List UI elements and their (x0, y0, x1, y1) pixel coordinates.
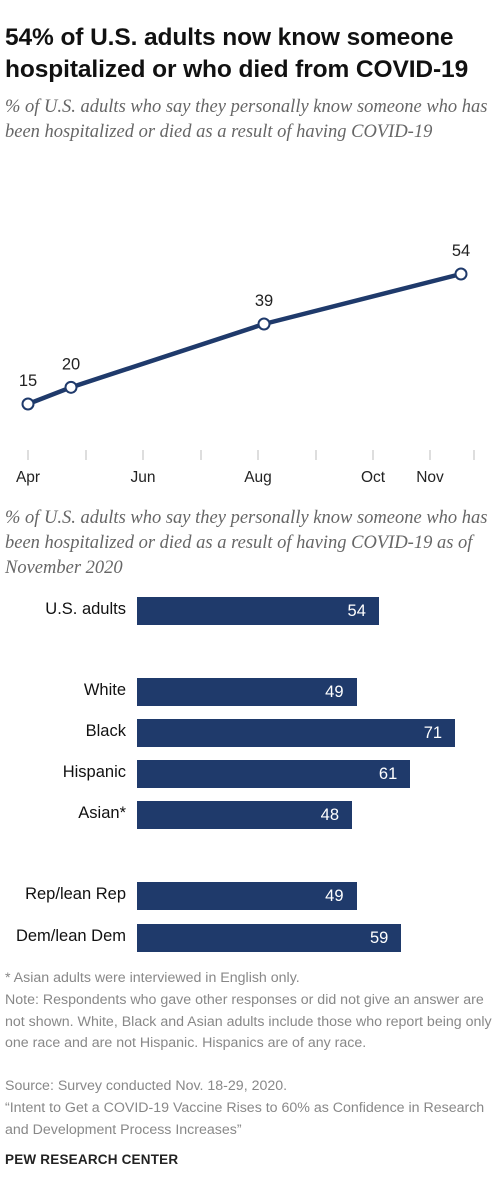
footnote: * Asian adults were interviewed in Engli… (5, 970, 300, 986)
bar: 49 (137, 882, 357, 910)
bar-row: Black 71 (0, 719, 499, 747)
bar: 59 (137, 924, 402, 952)
data-label: 39 (255, 292, 273, 310)
x-tick-label-apr: Apr (16, 469, 40, 486)
bar: 71 (137, 719, 456, 747)
source: Source: Survey conducted Nov. 18-29, 202… (5, 1078, 288, 1094)
x-tick-label-jun: Jun (131, 469, 156, 486)
chart-title: 54% of U.S. adults now know someone hosp… (5, 24, 469, 83)
bar-category-label: Hispanic (62, 763, 126, 781)
line-chart-subtitle: % of U.S. adults who say they personally… (5, 97, 488, 142)
bar-category-label: U.S. adults (45, 600, 126, 618)
bar-chart-subtitle: % of U.S. adults who say they personally… (5, 508, 488, 578)
brand-name: PEW RESEARCH CENTER (5, 1152, 179, 1167)
bar-value-label: 49 (325, 683, 344, 701)
data-point (64, 380, 78, 394)
bar-value-label: 71 (423, 724, 443, 742)
bar-category-label: White (83, 681, 126, 699)
data-point (257, 317, 271, 331)
bar-value-label: 61 (378, 765, 398, 783)
bar-row: Asian* 48 (0, 801, 499, 829)
series-line (25, 271, 464, 407)
bar-value-label: 48 (320, 806, 340, 824)
bar: 49 (137, 678, 357, 706)
bar: 54 (137, 597, 379, 625)
bar-row: Rep/lean Rep 49 (0, 882, 499, 910)
x-tick-label-oct: Oct (361, 469, 386, 486)
bar-category-label: Rep/lean Rep (25, 885, 126, 903)
bar: 61 (137, 760, 411, 788)
bar-row: U.S. adults 54 (0, 597, 499, 625)
data-point (21, 397, 35, 411)
bar-row: White 49 (0, 678, 499, 706)
report-title: “Intent to Get a COVID-19 Vaccine Rises … (5, 1100, 485, 1138)
bar-value-label: 59 (369, 929, 389, 947)
x-tick-label-aug: Aug (244, 469, 272, 486)
data-label: 15 (19, 372, 37, 390)
bar-category-label: Dem/lean Dem (15, 927, 126, 945)
bar-value-label: 49 (325, 887, 344, 905)
line-chart: Apr Jun Aug Oct Nov 15 20 39 54 (16, 242, 475, 486)
bar-row: Hispanic 61 (0, 760, 499, 788)
bar: 48 (137, 801, 353, 829)
bar-category-label: Black (85, 722, 126, 740)
data-label: 20 (62, 355, 80, 373)
bar-row: Dem/lean Dem 59 (0, 924, 499, 952)
x-tick-label-nov: Nov (416, 469, 444, 486)
bar-category-label: Asian* (78, 804, 126, 822)
note: Note: Respondents who gave other respons… (5, 992, 492, 1052)
data-label: 54 (452, 242, 470, 260)
data-point (454, 267, 468, 281)
bar-value-label: 54 (347, 602, 366, 620)
